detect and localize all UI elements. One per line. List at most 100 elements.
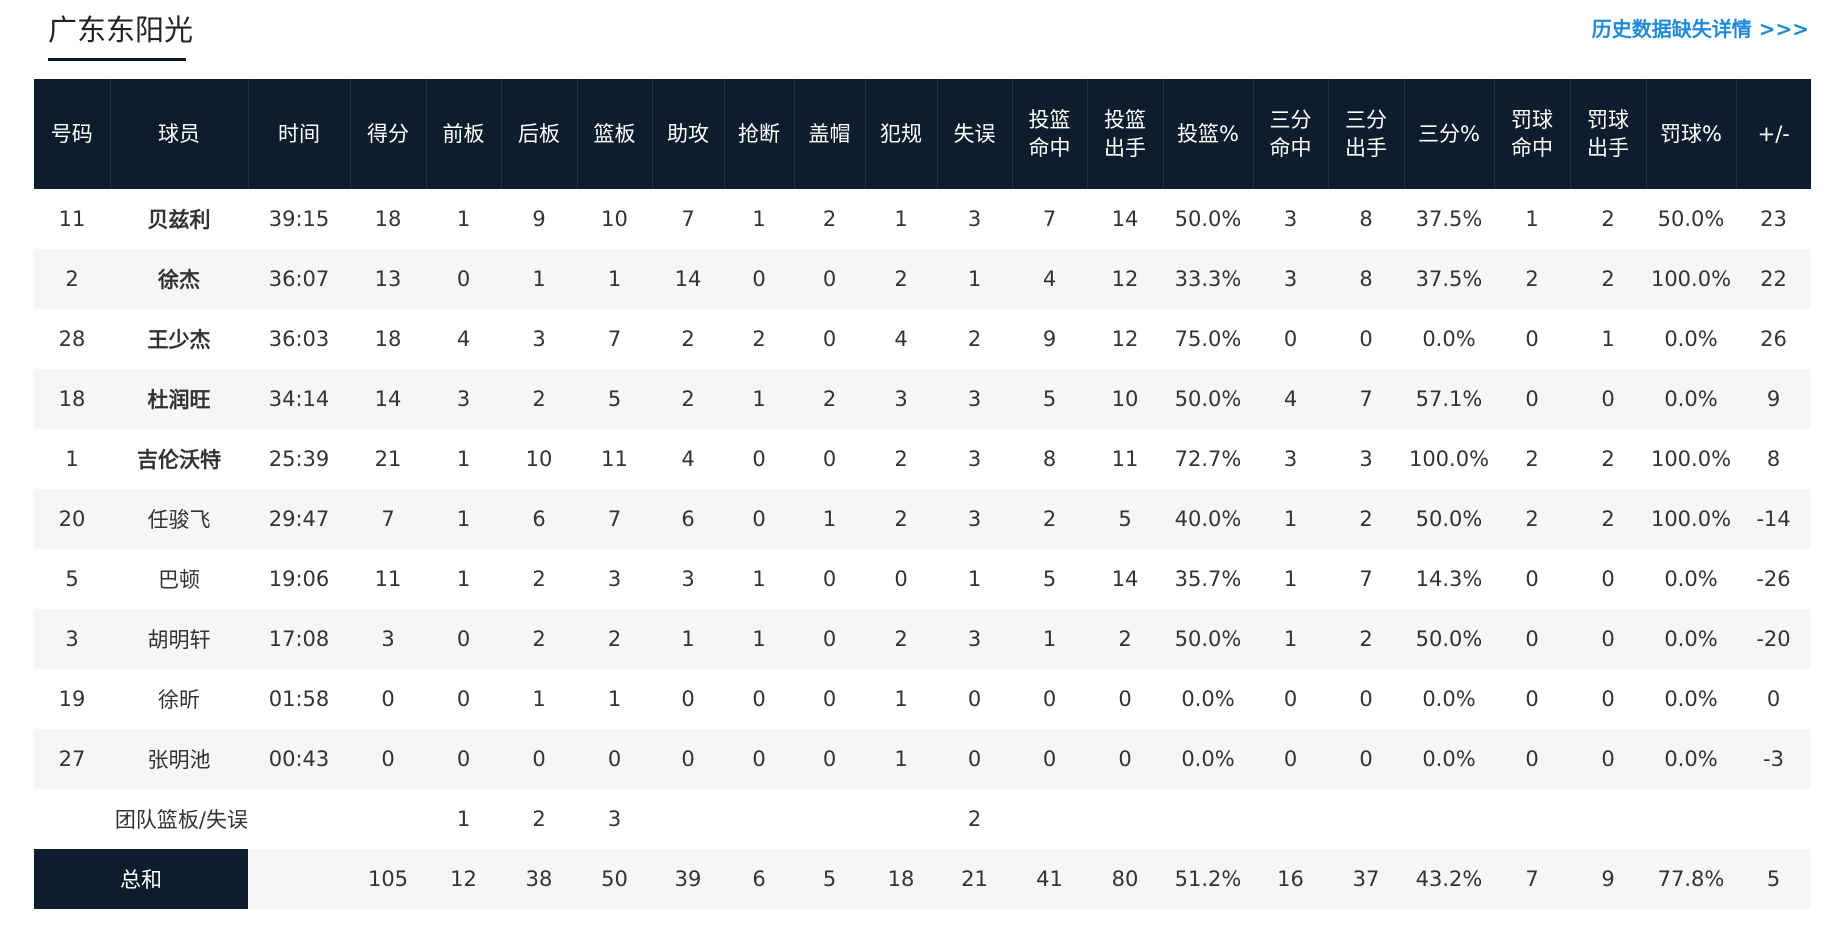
team-tab[interactable]: 广东东阳光 bbox=[48, 13, 194, 47]
total-ft-pct: 77.8% bbox=[1646, 849, 1736, 909]
stat-time: 34:14 bbox=[248, 369, 350, 429]
stat-rebounds: 10 bbox=[577, 189, 652, 249]
table-header-row: 号码 球员 时间 得分 前板 后板 篮板 助攻 抢断 盖帽 犯规 失误 投篮 命中… bbox=[34, 79, 1811, 189]
stat-fg-made: 0 bbox=[1012, 669, 1087, 729]
player-name[interactable]: 巴顿 bbox=[110, 549, 248, 609]
stat-defensive-rebounds: 2 bbox=[501, 369, 577, 429]
player-name[interactable]: 贝兹利 bbox=[110, 189, 248, 249]
stat-time: 29:47 bbox=[248, 489, 350, 549]
stat-ft-attempted: 0 bbox=[1570, 729, 1646, 789]
stat-steals: 0 bbox=[724, 729, 794, 789]
stat-3p-made: 4 bbox=[1253, 369, 1328, 429]
empty-cell bbox=[248, 849, 350, 909]
total-ft-made: 7 bbox=[1494, 849, 1570, 909]
stat-blocks: 2 bbox=[794, 189, 865, 249]
stat-3p-pct: 37.5% bbox=[1404, 249, 1494, 309]
empty-cell bbox=[1570, 789, 1646, 849]
player-name[interactable]: 杜润旺 bbox=[110, 369, 248, 429]
stat-fouls: 0 bbox=[865, 549, 937, 609]
player-name[interactable]: 胡明轩 bbox=[110, 609, 248, 669]
player-number: 20 bbox=[34, 489, 110, 549]
stat-fg-attempted: 12 bbox=[1087, 309, 1163, 369]
stat-3p-made: 1 bbox=[1253, 549, 1328, 609]
col-points: 得分 bbox=[349, 79, 426, 189]
stat-plus-minus: 23 bbox=[1736, 189, 1811, 249]
stat-rebounds: 2 bbox=[577, 609, 652, 669]
stat-rebounds: 7 bbox=[577, 489, 652, 549]
stat-fg-pct: 72.7% bbox=[1163, 429, 1253, 489]
stat-points: 18 bbox=[350, 189, 426, 249]
player-number: 11 bbox=[34, 189, 110, 249]
stat-turnovers: 3 bbox=[937, 189, 1012, 249]
player-number: 2 bbox=[34, 249, 110, 309]
empty-cell bbox=[865, 789, 937, 849]
stat-fg-made: 9 bbox=[1012, 309, 1087, 369]
stat-points: 18 bbox=[350, 309, 426, 369]
player-name[interactable]: 吉伦沃特 bbox=[110, 429, 248, 489]
stat-offensive-rebounds: 0 bbox=[426, 609, 501, 669]
stat-fg-attempted: 0 bbox=[1087, 729, 1163, 789]
empty-cell bbox=[1646, 789, 1736, 849]
stat-fg-pct: 35.7% bbox=[1163, 549, 1253, 609]
stat-turnovers: 0 bbox=[937, 729, 1012, 789]
empty-cell bbox=[1494, 789, 1570, 849]
col-steals: 抢断 bbox=[723, 79, 794, 189]
stat-plus-minus: 9 bbox=[1736, 369, 1811, 429]
stat-steals: 0 bbox=[724, 489, 794, 549]
stat-steals: 0 bbox=[724, 429, 794, 489]
stat-steals: 0 bbox=[724, 669, 794, 729]
player-number: 28 bbox=[34, 309, 110, 369]
total-turnovers: 21 bbox=[937, 849, 1012, 909]
team-stat-rebounds: 3 bbox=[577, 789, 652, 849]
stat-fouls: 2 bbox=[865, 249, 937, 309]
stat-ft-pct: 0.0% bbox=[1646, 309, 1736, 369]
stat-fg-attempted: 2 bbox=[1087, 609, 1163, 669]
player-name[interactable]: 任骏飞 bbox=[110, 489, 248, 549]
stat-fouls: 3 bbox=[865, 369, 937, 429]
total-fg-made: 41 bbox=[1012, 849, 1087, 909]
player-name[interactable]: 徐杰 bbox=[110, 249, 248, 309]
stat-ft-pct: 0.0% bbox=[1646, 669, 1736, 729]
total-fg-pct: 51.2% bbox=[1163, 849, 1253, 909]
stat-3p-made: 3 bbox=[1253, 189, 1328, 249]
stat-fg-pct: 75.0% bbox=[1163, 309, 1253, 369]
stat-fg-pct: 0.0% bbox=[1163, 669, 1253, 729]
table-row: 28 王少杰 36:03 18 4 3 7 2 2 0 4 2 9 12 75.0% 0 0 0.0% 0 1 0.0%… bbox=[34, 309, 1811, 369]
stat-points: 7 bbox=[350, 489, 426, 549]
stat-time: 17:08 bbox=[248, 609, 350, 669]
empty-cell bbox=[248, 789, 350, 849]
stat-fg-made: 7 bbox=[1012, 189, 1087, 249]
stat-assists: 2 bbox=[652, 309, 724, 369]
box-score-table: 号码 球员 时间 得分 前板 后板 篮板 助攻 抢断 盖帽 犯规 失误 投篮 命中… bbox=[34, 79, 1811, 909]
stat-3p-made: 0 bbox=[1253, 309, 1328, 369]
empty-cell bbox=[794, 789, 865, 849]
stat-3p-pct: 0.0% bbox=[1404, 729, 1494, 789]
col-assists: 助攻 bbox=[651, 79, 724, 189]
stat-fg-attempted: 14 bbox=[1087, 189, 1163, 249]
missing-data-details-link[interactable]: 历史数据缺失详情 >>> bbox=[1591, 17, 1809, 41]
stat-assists: 0 bbox=[652, 669, 724, 729]
stat-blocks: 2 bbox=[794, 369, 865, 429]
stat-steals: 1 bbox=[724, 609, 794, 669]
stat-offensive-rebounds: 1 bbox=[426, 429, 501, 489]
totals-label: 总和 bbox=[34, 849, 248, 909]
stat-fouls: 2 bbox=[865, 429, 937, 489]
stat-rebounds: 7 bbox=[577, 309, 652, 369]
total-steals: 6 bbox=[724, 849, 794, 909]
stat-points: 11 bbox=[350, 549, 426, 609]
total-points: 105 bbox=[350, 849, 426, 909]
stat-fg-attempted: 0 bbox=[1087, 669, 1163, 729]
stat-3p-pct: 14.3% bbox=[1404, 549, 1494, 609]
stat-rebounds: 0 bbox=[577, 729, 652, 789]
player-name[interactable]: 张明池 bbox=[110, 729, 248, 789]
stat-fg-pct: 33.3% bbox=[1163, 249, 1253, 309]
stat-3p-attempted: 3 bbox=[1328, 429, 1404, 489]
player-name[interactable]: 王少杰 bbox=[110, 309, 248, 369]
stat-blocks: 0 bbox=[794, 249, 865, 309]
col-fg-pct: 投篮% bbox=[1162, 79, 1253, 189]
empty-cell bbox=[1012, 789, 1087, 849]
stat-assists: 1 bbox=[652, 609, 724, 669]
player-name[interactable]: 徐昕 bbox=[110, 669, 248, 729]
stat-3p-attempted: 0 bbox=[1328, 309, 1404, 369]
stat-turnovers: 3 bbox=[937, 429, 1012, 489]
